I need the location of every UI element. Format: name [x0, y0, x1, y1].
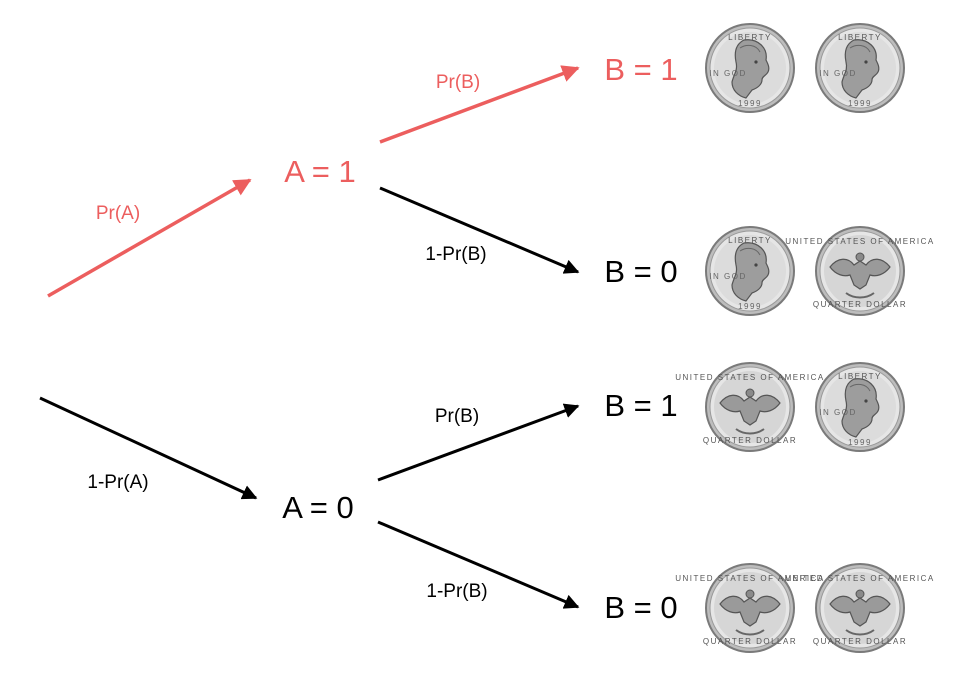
coin-heads-icon — [705, 226, 795, 316]
edge-a0-to-b0 — [377, 520, 580, 609]
coin-tails-icon — [674, 362, 826, 452]
edge-a1-to-b1 — [379, 65, 580, 144]
edge-root-to-a1 — [47, 178, 252, 298]
edge-label-a0-b1: Pr(B) — [435, 406, 479, 427]
edge-label-a1-b0: 1-Pr(B) — [425, 244, 486, 265]
node-a0-b1: B = 1 — [604, 388, 677, 423]
edge-label-root-a0: 1-Pr(A) — [87, 472, 148, 493]
coin-outcomes — [674, 23, 936, 653]
node-a1: A = 1 — [284, 154, 356, 189]
coin-tails-icon — [784, 563, 936, 653]
edge-a0-to-b1 — [377, 403, 580, 482]
coin-heads-icon — [815, 23, 905, 113]
coin-heads-icon — [815, 362, 905, 452]
edge-label-a0-b0: 1-Pr(B) — [426, 581, 487, 602]
coin-tails-icon — [784, 226, 936, 316]
edge-label-a1-b1: Pr(B) — [436, 72, 480, 93]
node-a0: A = 0 — [282, 490, 354, 525]
coin-heads-icon — [705, 23, 795, 113]
edge-label-root-a1: Pr(A) — [96, 203, 140, 224]
node-a1-b1: B = 1 — [604, 52, 677, 87]
node-a1-b0: B = 0 — [604, 254, 677, 289]
node-a0-b0: B = 0 — [604, 590, 677, 625]
edge-a1-to-b0 — [379, 186, 580, 274]
edge-root-to-a0 — [39, 396, 258, 500]
